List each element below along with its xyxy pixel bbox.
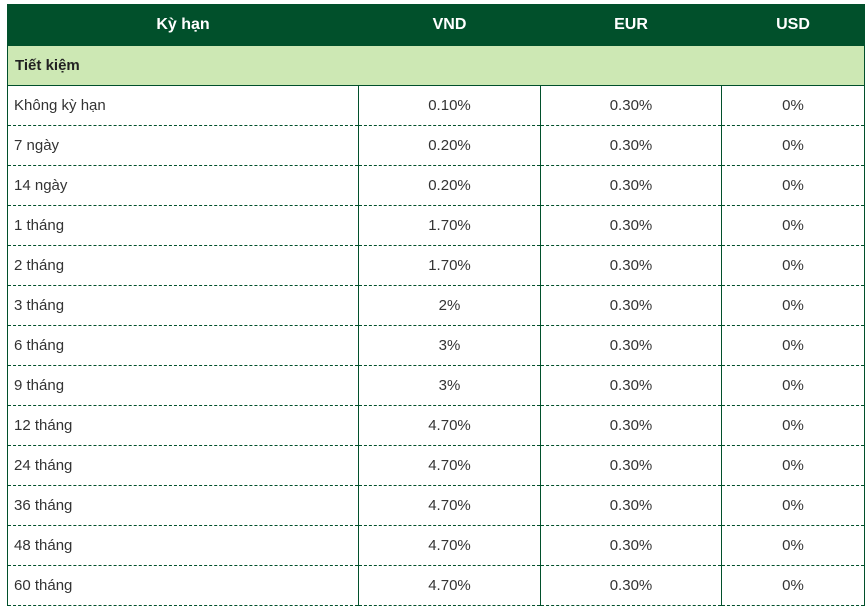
cell-eur: 0.30% <box>540 405 722 446</box>
table-header: Kỳ hạn VND EUR USD <box>7 4 865 46</box>
cell-term: 2 tháng <box>7 245 359 286</box>
cell-usd: 0% <box>721 205 865 246</box>
cell-vnd: 0.20% <box>358 125 541 166</box>
cell-term: 12 tháng <box>7 405 359 446</box>
cell-term: 9 tháng <box>7 365 359 406</box>
table-row: 7 ngày 0.20% 0.30% 0% <box>7 125 865 166</box>
table-row: 9 tháng 3% 0.30% 0% <box>7 365 865 406</box>
cell-vnd: 1.70% <box>358 205 541 246</box>
table-row: Không kỳ hạn 0.10% 0.30% 0% <box>7 85 865 126</box>
cell-usd: 0% <box>721 85 865 126</box>
cell-usd: 0% <box>721 405 865 446</box>
cell-usd: 0% <box>721 445 865 486</box>
cell-vnd: 3% <box>358 325 541 366</box>
table-row: 1 tháng 1.70% 0.30% 0% <box>7 205 865 246</box>
cell-vnd: 0.20% <box>358 165 541 206</box>
cell-term: 3 tháng <box>7 285 359 326</box>
table-row: 6 tháng 3% 0.30% 0% <box>7 325 865 366</box>
table-row: 12 tháng 4.70% 0.30% 0% <box>7 405 865 446</box>
header-vnd: VND <box>358 4 541 46</box>
cell-eur: 0.30% <box>540 285 722 326</box>
cell-eur: 0.30% <box>540 125 722 166</box>
group-label: Tiết kiệm <box>7 45 865 86</box>
cell-term: 1 tháng <box>7 205 359 246</box>
table-row: 2 tháng 1.70% 0.30% 0% <box>7 245 865 286</box>
cell-vnd: 4.70% <box>358 485 541 526</box>
cell-vnd: 4.70% <box>358 405 541 446</box>
cell-usd: 0% <box>721 325 865 366</box>
cell-vnd: 2% <box>358 285 541 326</box>
cell-term: 48 tháng <box>7 525 359 566</box>
cell-vnd: 4.70% <box>358 525 541 566</box>
cell-term: Không kỳ hạn <box>7 85 359 126</box>
cell-term: 7 ngày <box>7 125 359 166</box>
header-term: Kỳ hạn <box>7 4 359 46</box>
table-row: 14 ngày 0.20% 0.30% 0% <box>7 165 865 206</box>
cell-eur: 0.30% <box>540 85 722 126</box>
cell-usd: 0% <box>721 365 865 406</box>
cell-usd: 0% <box>721 565 865 606</box>
cell-term: 36 tháng <box>7 485 359 526</box>
cell-vnd: 4.70% <box>358 445 541 486</box>
header-usd: USD <box>721 4 865 46</box>
header-eur: EUR <box>540 4 722 46</box>
header-row: Kỳ hạn VND EUR USD <box>7 4 865 46</box>
cell-usd: 0% <box>721 165 865 206</box>
table-body: Tiết kiệm Không kỳ hạn 0.10% 0.30% 0% 7 ngày… <box>7 45 865 606</box>
cell-vnd: 4.70% <box>358 565 541 606</box>
cell-eur: 0.30% <box>540 165 722 206</box>
cell-term: 6 tháng <box>7 325 359 366</box>
cell-eur: 0.30% <box>540 245 722 286</box>
cell-eur: 0.30% <box>540 365 722 406</box>
cell-usd: 0% <box>721 125 865 166</box>
cell-vnd: 0.10% <box>358 85 541 126</box>
table-row: 48 tháng 4.70% 0.30% 0% <box>7 525 865 566</box>
cell-eur: 0.30% <box>540 565 722 606</box>
cell-eur: 0.30% <box>540 205 722 246</box>
group-row-savings: Tiết kiệm <box>7 45 865 86</box>
cell-usd: 0% <box>721 285 865 326</box>
cell-usd: 0% <box>721 525 865 566</box>
table-row: 36 tháng 4.70% 0.30% 0% <box>7 485 865 526</box>
cell-eur: 0.30% <box>540 485 722 526</box>
cell-term: 14 ngày <box>7 165 359 206</box>
table-row: 60 tháng 4.70% 0.30% 0% <box>7 565 865 606</box>
cell-eur: 0.30% <box>540 445 722 486</box>
cell-eur: 0.30% <box>540 525 722 566</box>
table-row: 3 tháng 2% 0.30% 0% <box>7 285 865 326</box>
cell-term: 60 tháng <box>7 565 359 606</box>
cell-vnd: 3% <box>358 365 541 406</box>
cell-usd: 0% <box>721 485 865 526</box>
cell-usd: 0% <box>721 245 865 286</box>
cell-vnd: 1.70% <box>358 245 541 286</box>
cell-term: 24 tháng <box>7 445 359 486</box>
table-row: 24 tháng 4.70% 0.30% 0% <box>7 445 865 486</box>
cell-eur: 0.30% <box>540 325 722 366</box>
interest-rate-table: Kỳ hạn VND EUR USD Tiết kiệm Không kỳ hạ… <box>7 4 865 606</box>
